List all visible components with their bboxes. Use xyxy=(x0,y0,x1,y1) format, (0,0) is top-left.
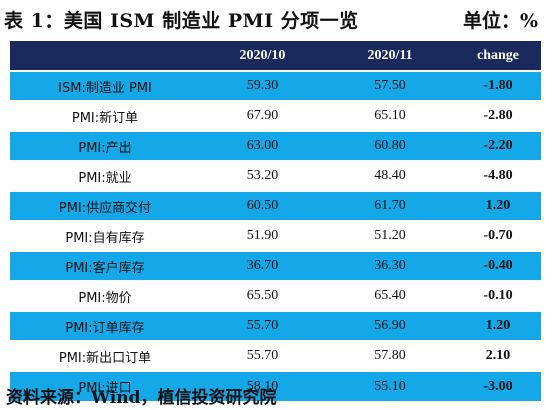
row-value-2020-11: 48.40 xyxy=(374,168,406,183)
row-value-2020-11: 57.80 xyxy=(374,348,406,363)
table-row: PMI:新订单 67.90 65.10 -2.80 xyxy=(10,101,541,131)
row-value-2020-11: 36.30 xyxy=(374,258,406,273)
row-change: 2.10 xyxy=(485,348,511,363)
row-value-2020-11: 56.90 xyxy=(374,318,406,333)
row-name: PMI:产出 xyxy=(78,140,132,156)
row-change: -1.80 xyxy=(483,78,513,93)
row-value-2020-10: 53.20 xyxy=(246,168,279,183)
title-row: 表 1：美国 ISM 制造业 PMI 分项一览 单位：% xyxy=(0,0,558,40)
table-body: ISM:制造业 PMI 59.30 57.50 -1.80 PMI:新订单 67… xyxy=(10,71,541,401)
row-value-2020-10: 55.70 xyxy=(246,348,279,363)
row-name: ISM:制造业 PMI xyxy=(58,80,152,96)
header-name xyxy=(10,41,200,71)
row-value-2020-10: 59.30 xyxy=(246,78,279,93)
row-change: -0.40 xyxy=(483,258,513,273)
table-row: PMI:供应商交付 60.50 61.70 1.20 xyxy=(10,191,541,221)
row-name: PMI:新订单 xyxy=(71,110,139,126)
row-change: 1.20 xyxy=(485,318,511,333)
row-name: PMI:进口 xyxy=(78,381,132,396)
header-change: change xyxy=(477,47,519,63)
unit-label: 单位：% xyxy=(462,10,538,32)
row-value-2020-11: 61.70 xyxy=(374,198,406,213)
row-value-2020-11: 65.40 xyxy=(374,288,406,303)
table-row: PMI:新出口订单 55.70 57.80 2.10 xyxy=(10,341,541,371)
row-value-2020-11: 57.50 xyxy=(374,78,406,93)
row-value-2020-10: 51.90 xyxy=(246,228,279,243)
row-name: PMI:新出口订单 xyxy=(58,350,152,366)
row-value-2020-10: 63.00 xyxy=(246,138,279,153)
row-change: -2.20 xyxy=(483,138,513,153)
table-title: 表 1：美国 ISM 制造业 PMI 分项一览 xyxy=(4,10,359,32)
row-name: PMI:订单库存 xyxy=(65,320,145,336)
row-name: PMI:自有库存 xyxy=(65,230,145,246)
row-value-2020-11: 65.10 xyxy=(374,108,406,123)
table-row: PMI:自有库存 51.90 51.20 -0.70 xyxy=(10,221,541,251)
row-value-2020-10: 36.70 xyxy=(246,258,279,273)
table-row: PMI:订单库存 55.70 56.90 1.20 xyxy=(10,311,541,341)
table-row: PMI:就业 53.20 48.40 -4.80 xyxy=(10,161,541,191)
row-change: -2.80 xyxy=(483,108,513,123)
table-row: PMI:客户库存 36.70 36.30 -0.40 xyxy=(10,251,541,281)
header-2020-11: 2020/11 xyxy=(367,47,413,63)
row-change: -0.10 xyxy=(483,288,513,303)
row-change: -3.00 xyxy=(483,378,513,394)
row-value-2020-10: 60.50 xyxy=(246,198,279,213)
row-name: PMI:供应商交付 xyxy=(58,200,152,216)
pmi-table: 2020/10 2020/11 change ISM:制造业 PMI 59.30… xyxy=(10,41,541,401)
source-note: 资料来源：Wind，植信投资研究院 xyxy=(6,388,277,408)
row-value-2020-10: 58.10 xyxy=(246,378,279,394)
row-name: PMI:客户库存 xyxy=(65,260,145,276)
row-change: 1.20 xyxy=(485,198,511,213)
row-name: PMI:物价 xyxy=(78,290,132,306)
table-header-row: 2020/10 2020/11 change xyxy=(10,41,541,71)
table-row: PMI:产出 63.00 60.80 -2.20 xyxy=(10,131,541,161)
row-value-2020-10: 67.90 xyxy=(246,108,279,123)
header-2020-10: 2020/10 xyxy=(239,47,286,63)
row-value-2020-11: 51.20 xyxy=(374,228,406,243)
row-value-2020-11: 60.80 xyxy=(374,138,406,153)
table-row: ISM:制造业 PMI 59.30 57.50 -1.80 xyxy=(10,71,541,101)
row-name: PMI:就业 xyxy=(78,170,132,186)
row-value-2020-10: 65.50 xyxy=(246,288,279,303)
row-value-2020-11: 55.10 xyxy=(374,378,406,394)
table-row: PMI:进口 58.10 55.10 -3.00 xyxy=(10,371,541,401)
row-value-2020-10: 55.70 xyxy=(246,318,279,333)
row-change: -4.80 xyxy=(483,168,513,183)
table-row: PMI:物价 65.50 65.40 -0.10 xyxy=(10,281,541,311)
row-change: -0.70 xyxy=(483,228,513,243)
